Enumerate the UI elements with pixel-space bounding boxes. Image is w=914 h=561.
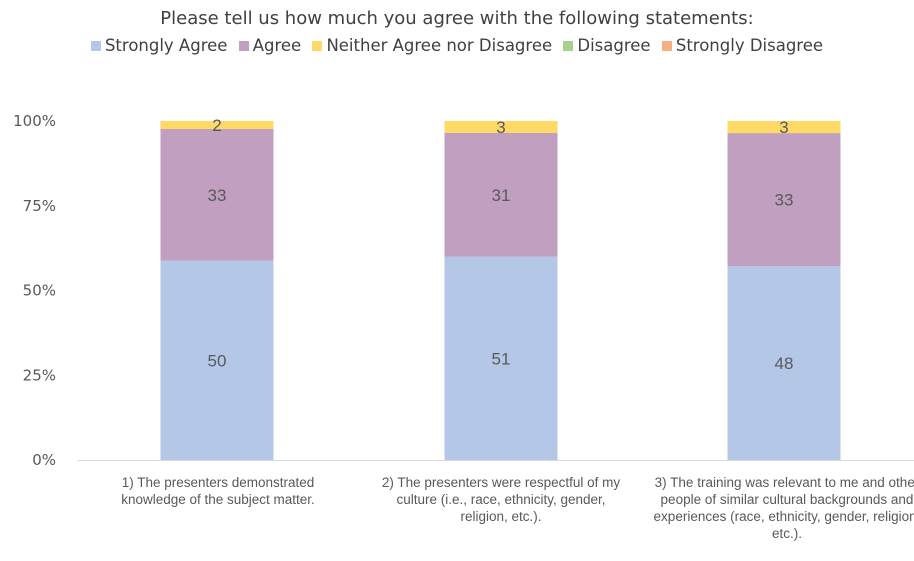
data-label: 33 <box>775 191 794 210</box>
bar-segment-neither-agree-nor-disagree-3 <box>727 121 841 134</box>
legend-swatch <box>312 41 323 51</box>
legend-item-strongly-agree: Strongly Agree <box>90 36 228 55</box>
bar-segment-agree-1 <box>160 128 274 261</box>
legend-item-neither: Neither Agree nor Disagree <box>312 36 552 55</box>
legend-swatch <box>238 41 249 51</box>
legend-label: Strongly Disagree <box>675 36 824 55</box>
y-tick-label: 0% <box>32 451 56 469</box>
legend-swatch <box>661 41 672 51</box>
category-label-2: 2) The presenters were respectful of my … <box>381 475 621 524</box>
data-label: 31 <box>492 186 511 205</box>
bar-segment-agree-3 <box>727 133 841 267</box>
data-label: 2 <box>212 116 221 135</box>
category-label-1: 1) The presenters demonstrated knowledge… <box>121 475 315 507</box>
legend-swatch <box>90 41 101 51</box>
bar-segment-neither-agree-nor-disagree-2 <box>444 121 558 133</box>
data-label: 33 <box>208 186 227 205</box>
bar-segment-neither-agree-nor-disagree-1 <box>160 121 274 129</box>
bar-segment-strongly-agree-2 <box>444 256 558 460</box>
legend: Strongly Agree Agree Neither Agree nor D… <box>0 36 914 55</box>
data-label: 3 <box>779 118 788 137</box>
y-tick-label: 100% <box>13 112 56 130</box>
legend-label: Agree <box>252 36 302 55</box>
legend-item-disagree: Disagree <box>563 36 651 55</box>
bar-segment-agree-2 <box>444 132 558 257</box>
data-label: 50 <box>208 351 227 370</box>
bar-segment-strongly-agree-3 <box>727 266 841 460</box>
legend-item-strongly-disagree: Strongly Disagree <box>661 36 824 55</box>
legend-item-agree: Agree <box>238 36 302 55</box>
data-label: 48 <box>775 354 794 373</box>
legend-swatch <box>563 41 574 51</box>
bar-segment-strongly-agree-1 <box>160 260 274 460</box>
y-tick-label: 25% <box>23 366 56 384</box>
category-label-3: 3) The training was relevant to me and o… <box>653 475 914 541</box>
legend-label: Disagree <box>577 36 651 55</box>
legend-label: Neither Agree nor Disagree <box>326 36 553 55</box>
legend-label: Strongly Agree <box>104 36 228 55</box>
data-label: 51 <box>492 349 511 368</box>
data-label: 3 <box>496 118 505 137</box>
y-tick-label: 50% <box>23 282 56 300</box>
chart-title: Please tell us how much you agree with t… <box>160 8 754 29</box>
y-tick-label: 75% <box>23 197 56 215</box>
